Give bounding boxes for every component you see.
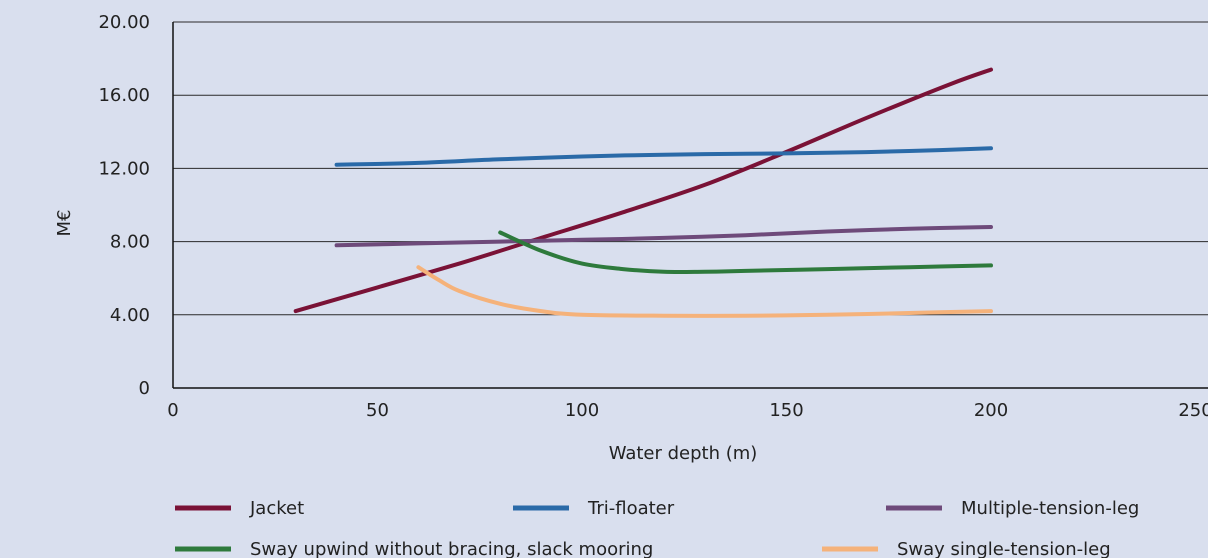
y-tick-label: 20.00 xyxy=(98,12,150,33)
legend: Jacket Tri-floater Multiple-tension-leg Swa… xyxy=(175,498,1139,558)
axis-labels: M€ Water depth (m) xyxy=(54,210,757,464)
legend-label-0: Jacket xyxy=(249,498,304,519)
x-tick-label: 0 xyxy=(167,400,178,421)
y-tick-label: 4.00 xyxy=(110,305,150,326)
y-tick-label: 16.00 xyxy=(98,85,150,106)
series-line-3 xyxy=(498,230,993,275)
gridlines xyxy=(173,21,1208,316)
x-tick-label: 100 xyxy=(565,400,599,421)
legend-label-3: Sway upwind without bracing, slack moori… xyxy=(250,539,653,558)
series-line-2 xyxy=(334,225,993,248)
x-axis-label: Water depth (m) xyxy=(609,443,758,464)
legend-label-1: Tri-floater xyxy=(587,498,675,519)
x-tick-label: 200 xyxy=(974,400,1008,421)
y-tick-label: 12.00 xyxy=(98,158,150,179)
series-line-4 xyxy=(416,265,993,318)
x-tick-label: 50 xyxy=(366,400,389,421)
x-tick-label: 250 xyxy=(1178,400,1208,421)
y-axis-label: M€ xyxy=(54,210,75,237)
legend-label-2: Multiple-tension-leg xyxy=(961,498,1139,519)
series-line-0 xyxy=(293,67,993,314)
axes: 0 4.00 8.00 12.00 16.00 20.00 0 50 100 150 200 250 xyxy=(98,12,1208,421)
legend-label-4: Sway single-tension-leg xyxy=(897,539,1111,558)
series-line-1 xyxy=(334,146,993,167)
x-tick-label: 150 xyxy=(769,400,803,421)
y-tick-label: 8.00 xyxy=(110,232,150,253)
series-lines xyxy=(293,67,993,318)
y-tick-label: 0 xyxy=(139,378,150,399)
